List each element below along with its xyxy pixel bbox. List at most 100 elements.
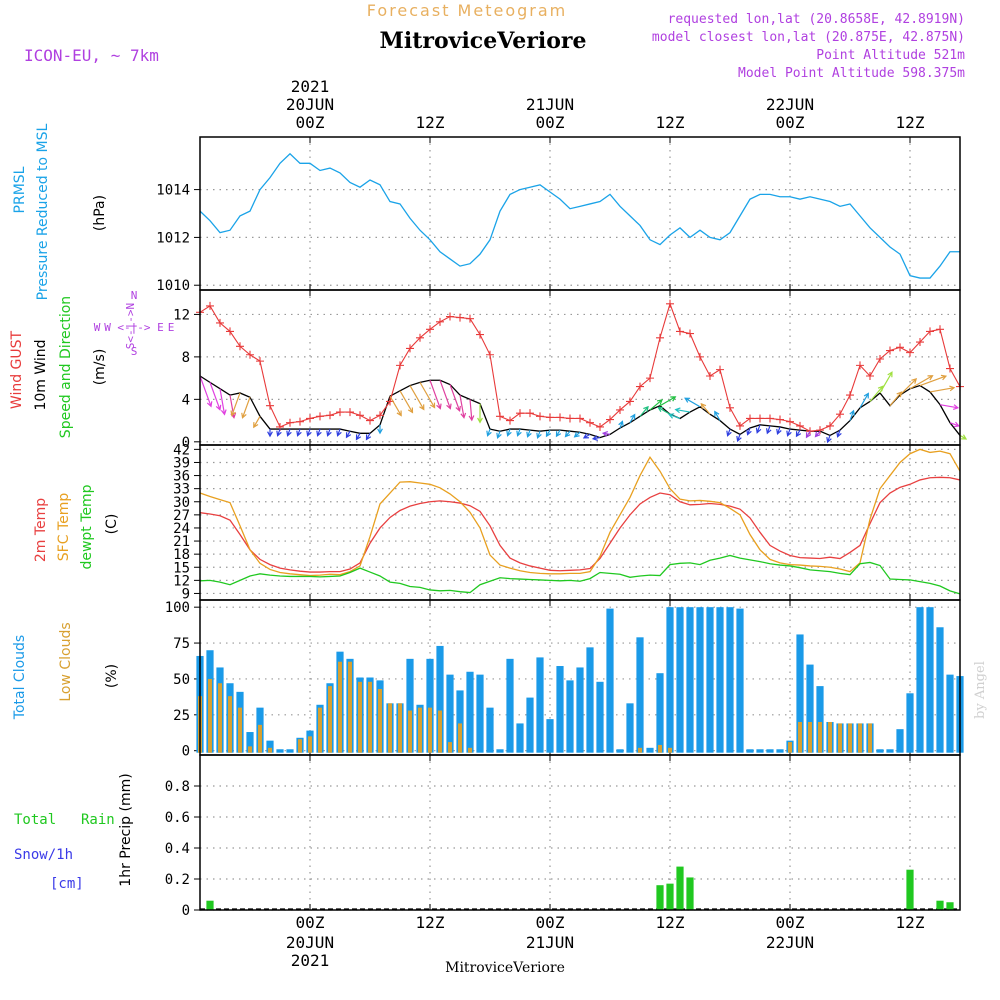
bottom-hour-label: 12Z <box>656 913 685 932</box>
total-cloud-bar <box>606 608 614 753</box>
pressure-frame <box>199 136 961 291</box>
temperature-ytick-label: 30 <box>173 495 190 511</box>
low-cloud-bar <box>268 747 272 753</box>
total-cloud-bar <box>646 747 654 753</box>
rain-bar <box>906 869 914 910</box>
total-cloud-bar <box>536 657 544 753</box>
precipitation-ytick-label: 0.2 <box>165 872 190 888</box>
low-cloud-bar <box>788 742 792 753</box>
pressure-panel: 1010 1012 1014 <box>156 137 960 294</box>
gust-marker <box>206 301 214 310</box>
total-cloud-bar <box>426 658 434 753</box>
total-cloud-bar <box>626 703 634 753</box>
low-cloud-bar <box>308 736 312 753</box>
gust-marker <box>636 382 644 391</box>
prmsl-label: PRMSL <box>12 166 28 213</box>
precipitation-panel: 0 0.2 0.4 0.6 0.8 <box>165 755 960 919</box>
gust-marker <box>676 327 684 336</box>
rain-bar <box>206 900 214 910</box>
gust-marker <box>656 333 664 342</box>
gust-marker <box>266 401 274 410</box>
low-cloud-bar <box>228 696 232 753</box>
gust-marker <box>556 413 564 422</box>
bottom-date-label: 22JUN <box>766 933 814 952</box>
gust-marker <box>496 412 504 421</box>
wind-arrow <box>591 435 601 441</box>
gust-marker <box>626 397 634 406</box>
credit-text: by Angel <box>973 661 988 719</box>
wind-arrow <box>230 392 241 417</box>
wind-arrow <box>545 429 552 438</box>
bottom-hour-label: 00Z <box>296 913 325 932</box>
wind-gust-line <box>199 302 961 432</box>
low-cloud-bar <box>328 686 332 753</box>
gust-marker <box>756 414 764 423</box>
gust-marker <box>346 408 354 417</box>
wind-arrow <box>649 399 663 411</box>
wind-arrow <box>629 413 636 424</box>
temperature-ytick-label: 33 <box>173 482 190 498</box>
total-cloud-bar <box>766 749 774 753</box>
model-altitude: Model Point Altitude 598.375m <box>738 66 965 81</box>
wind-arrow <box>439 380 452 410</box>
clouds-ytick-label: 75 <box>173 636 190 652</box>
gust-marker <box>946 364 954 373</box>
wind-arrow <box>296 428 302 437</box>
rain-label: Rain <box>81 812 115 828</box>
total-cloud-bar <box>576 667 584 753</box>
wind-arrow <box>826 435 832 444</box>
low-cloud-bar <box>798 721 802 753</box>
gust-marker <box>436 317 444 326</box>
gust-marker <box>526 409 534 418</box>
wind-arrow <box>496 430 502 439</box>
temperature-ytick-label: 18 <box>173 547 190 563</box>
total-cloud-bar <box>506 658 514 753</box>
total-cloud-bar <box>886 749 894 753</box>
total-cloud-bar <box>406 658 414 753</box>
gust-marker <box>846 391 854 400</box>
gust-marker <box>446 312 454 321</box>
total-cloud-bar <box>736 608 744 753</box>
total-cloud-bar <box>906 693 914 753</box>
top-hour-label: 12Z <box>416 113 445 132</box>
temperature-ytick-label: 21 <box>173 534 190 550</box>
total-cloud-bar <box>446 674 454 753</box>
gust-marker <box>286 418 294 427</box>
temp-unit-label: (C) <box>104 514 120 535</box>
wind-arrow <box>939 404 960 410</box>
pressure-labels: PRMSL Pressure Reduced to MSL (hPa) <box>12 123 108 300</box>
clouds-ytick-label: 0 <box>182 744 190 760</box>
wind10m-label: 10m Wind <box>33 339 49 410</box>
dewpt-label: dewpt Temp <box>79 484 95 569</box>
gust-marker <box>836 410 844 419</box>
gust-marker <box>816 426 824 435</box>
total-cloud-bar <box>896 729 904 753</box>
total-cloud-bar <box>496 749 504 753</box>
wind-arrow <box>736 434 742 443</box>
bottom-date-label: 21JUN <box>526 933 574 952</box>
wind-arrow <box>486 428 492 437</box>
top-hour-label: 00Z <box>296 113 325 132</box>
wind-arrow <box>859 392 869 409</box>
wind-arrow <box>849 409 855 421</box>
location-title: MitroviceVeriore <box>380 28 587 54</box>
total-cloud-bar <box>756 749 764 753</box>
gust-marker <box>666 299 674 308</box>
pressure-series <box>199 152 960 279</box>
temperature-ytick-label: 15 <box>173 560 190 576</box>
gust-label: Wind GUST <box>9 330 25 409</box>
gust-marker <box>466 314 474 323</box>
temperature-ytick-label: 36 <box>173 469 190 485</box>
wind-ytick-label: 12 <box>173 307 190 323</box>
tsfc-line <box>199 448 961 577</box>
top-title: Forecast Meteogram <box>367 1 567 20</box>
precipitation-ytick-label: 0 <box>182 903 190 919</box>
gust-marker <box>256 357 264 366</box>
compass-vertical: S<-|->N <box>124 303 137 349</box>
total-cloud-bar <box>286 749 294 753</box>
wind-arrow <box>879 371 893 394</box>
pressure-msl-label: Pressure Reduced to MSL <box>35 123 51 300</box>
wind-arrow <box>536 430 542 439</box>
wind-arrow <box>765 425 772 435</box>
total-cloud-bar <box>556 666 564 753</box>
